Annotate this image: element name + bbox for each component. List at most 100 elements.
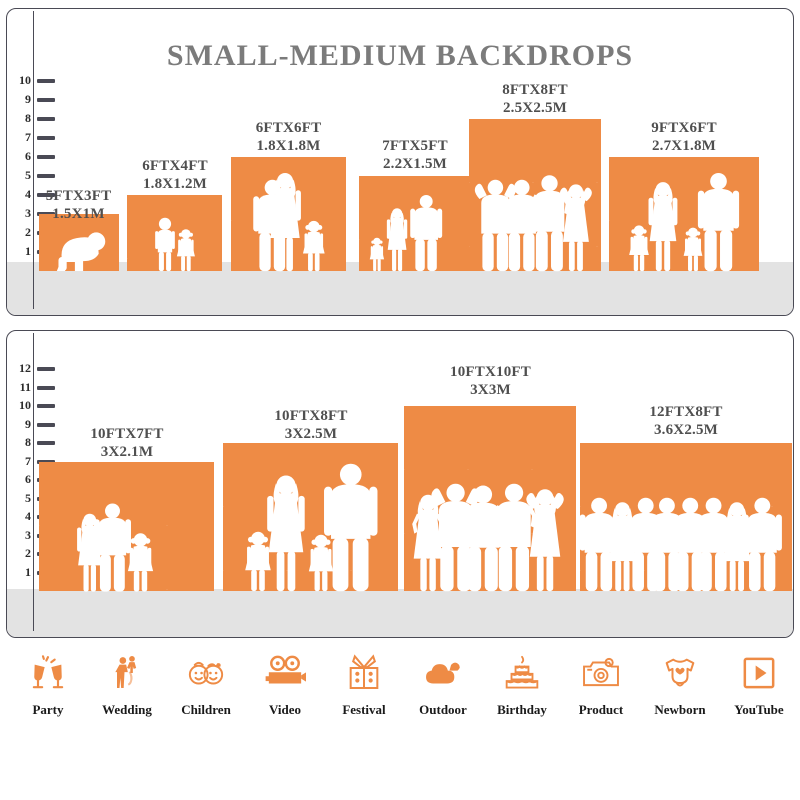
children-faces-icon [166, 650, 246, 696]
usage-label-outdoor: Outdoor [419, 702, 467, 717]
bar-label-5ftx3ft: 5FTX3FT 1.5X1M [45, 188, 112, 222]
small-medium-plot-area: 1 2 3 4 5 6 7 8 9 10 5FTX3FT 1.5X1M [7, 9, 793, 315]
y-tick-label-9: 9 [25, 416, 31, 431]
people-silhouettes-four-adults [474, 175, 592, 272]
bar-label-12ftx8ft: 12FTX8FT 3.6X2.5M [649, 404, 723, 438]
y-tick-11 [37, 385, 55, 390]
backdrop-bar-10ftx8ft[interactable] [223, 443, 398, 592]
y-tick-label-9: 9 [25, 92, 31, 106]
usage-item-wedding[interactable]: Wedding [87, 650, 167, 718]
cloud-icon [403, 650, 483, 696]
large-backdrop-panel: 1 2 3 4 5 6 7 8 9 10 11 12 10FTX7FT 3X2 [6, 330, 794, 638]
gift-box-icon [324, 650, 404, 696]
usage-label-youtube: YouTube [734, 702, 784, 717]
y-tick-label-12: 12 [19, 361, 31, 375]
small-medium-backdrop-panel: SMALL-MEDIUM BACKDROPS 1 2 3 4 5 6 7 8 9 10 5FTX3… [6, 8, 794, 316]
people-silhouettes-three-people [77, 502, 154, 592]
usage-item-newborn[interactable]: Newborn [640, 650, 720, 718]
baby-onesie-icon [640, 650, 720, 696]
people-silhouettes-two-children [155, 217, 195, 272]
party-glasses-icon [8, 650, 88, 696]
y-axis-line [33, 11, 34, 309]
y-tick-10 [37, 404, 55, 408]
bar-label-10ftx10ft: 10FTX10FT 3X3M [450, 364, 531, 398]
play-button-icon [719, 650, 799, 696]
usage-item-outdoor[interactable]: Outdoor [403, 650, 483, 718]
y-tick-label-10: 10 [19, 398, 31, 412]
people-silhouettes-couple-and-child [253, 172, 325, 272]
y-tick-label-4: 4 [25, 187, 31, 201]
y-tick-label-2: 2 [25, 546, 31, 560]
y-tick-7 [37, 136, 55, 140]
y-tick-label-8: 8 [25, 111, 31, 125]
y-tick-8 [37, 441, 55, 445]
bar-label-6ftx4ft: 6FTX4FT 1.8X1.2M [142, 158, 208, 192]
usage-item-youtube[interactable]: YouTube [719, 650, 799, 718]
y-tick-4 [37, 193, 55, 197]
backdrop-bar-6ftx6ft[interactable] [231, 157, 346, 272]
y-tick-label-6: 6 [25, 472, 31, 486]
bar-label-10ftx7ft: 10FTX7FT 3X2.1M [90, 426, 164, 460]
y-axis-line [33, 333, 34, 631]
people-silhouettes-child-woman-man [369, 195, 443, 272]
y-tick-5 [37, 174, 55, 178]
backdrop-bar-7ftx5ft[interactable] [359, 176, 471, 272]
y-tick-8 [37, 117, 55, 121]
y-tick-label-11: 11 [19, 379, 31, 394]
page-title: SMALL-MEDIUM BACKDROPS [166, 39, 634, 72]
people-silhouettes-family-of-four [245, 463, 378, 592]
y-tick-label-1: 1 [25, 244, 31, 258]
usage-item-video[interactable]: Video [245, 650, 325, 718]
floor-band-large [7, 589, 793, 637]
people-silhouettes-eight-adults [579, 497, 782, 592]
people-silhouettes-family-of-four [629, 172, 740, 272]
backdrop-bar-8ftx8ft[interactable] [469, 119, 601, 272]
usage-item-festival[interactable]: Festival [324, 650, 404, 718]
bar-label-7ftx5ft: 7FTX5FT 2.2X1.5M [382, 138, 448, 172]
usage-item-product[interactable]: Product [561, 650, 641, 718]
y-tick-label-5: 5 [25, 490, 31, 505]
people-silhouettes-five-adults [412, 483, 564, 592]
usage-item-children[interactable]: Children [166, 650, 246, 718]
backdrop-bar-12ftx8ft[interactable] [579, 443, 792, 592]
people-silhouettes-baby [56, 232, 106, 271]
usage-item-birthday[interactable]: Birthday [482, 650, 562, 718]
y-tick-label-8: 8 [25, 435, 31, 449]
backdrop-bar-5ftx3ft[interactable] [39, 214, 119, 271]
backdrop-bar-9ftx6ft[interactable] [609, 157, 759, 272]
y-tick-label-7: 7 [25, 453, 31, 468]
y-tick-10 [37, 79, 55, 83]
y-tick-label-4: 4 [25, 509, 31, 523]
bar-label-9ftx6ft: 9FTX6FT 2.7X1.8M [651, 120, 717, 154]
y-tick-label-5: 5 [25, 168, 31, 182]
backdrop-bar-6ftx4ft[interactable] [127, 195, 222, 272]
y-tick-label-6: 6 [25, 149, 31, 163]
bar-label-8ftx8ft: 8FTX8FT 2.5X2.5M [502, 82, 568, 116]
usage-label-festival: Festival [342, 702, 386, 717]
camera-icon [561, 650, 641, 696]
y-tick-6 [37, 155, 55, 159]
usage-label-birthday: Birthday [497, 702, 547, 717]
birthday-cake-icon [482, 650, 562, 696]
usage-label-newborn: Newborn [654, 702, 706, 717]
usage-label-video: Video [268, 702, 302, 717]
backdrop-bar-10ftx10ft[interactable] [404, 406, 576, 592]
usage-item-party[interactable]: Party [8, 650, 88, 718]
y-tick-label-10: 10 [19, 73, 31, 87]
y-tick-label-3: 3 [25, 206, 31, 220]
y-tick-label-1: 1 [25, 564, 31, 579]
backdrop-bar-10ftx7ft[interactable] [39, 461, 214, 592]
y-tick-label-2: 2 [25, 225, 31, 239]
usage-label-product: Product [578, 702, 624, 717]
usage-label-party: Party [32, 702, 64, 717]
usage-scenario-strip: Party Wedding Children [0, 650, 800, 760]
video-camera-icon [245, 650, 325, 696]
bar-label-6ftx6ft: 6FTX6FT 1.8X1.8M [255, 120, 322, 154]
wedding-couple-icon [87, 650, 167, 696]
y-tick-9 [37, 422, 55, 427]
bar-label-10ftx8ft: 10FTX8FT 3X2.5M [274, 408, 348, 442]
y-tick-12 [37, 367, 55, 371]
usage-label-wedding: Wedding [102, 702, 152, 717]
large-plot-area: 1 2 3 4 5 6 7 8 9 10 11 12 10FTX7FT 3X2 [7, 331, 793, 637]
y-tick-9 [37, 98, 55, 102]
